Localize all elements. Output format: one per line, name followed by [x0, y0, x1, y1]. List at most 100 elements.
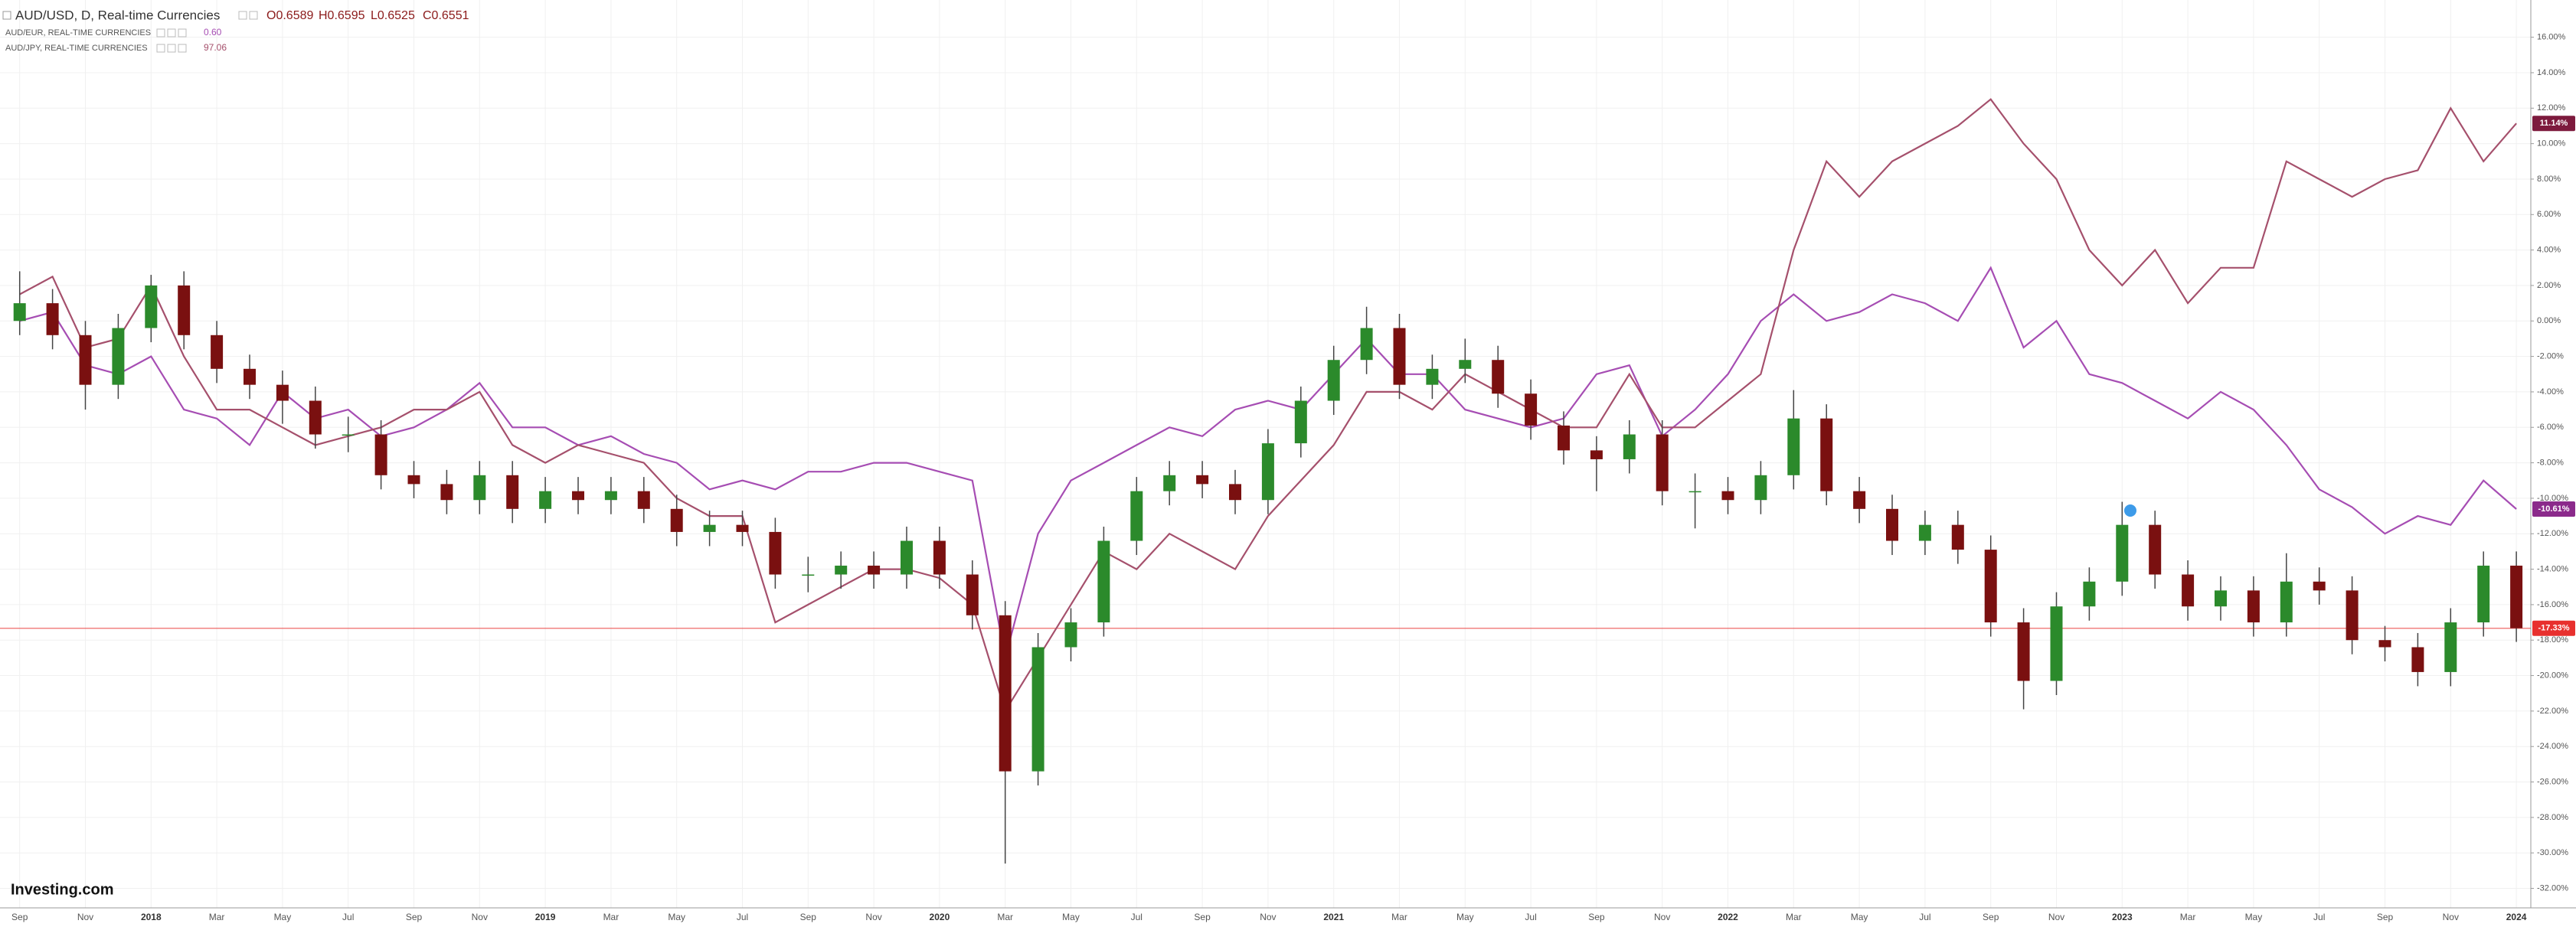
candle-body: [1426, 368, 1439, 385]
candle-body: [2050, 606, 2063, 681]
candle-body: [999, 615, 1012, 772]
x-tick-label: Mar: [209, 912, 225, 922]
candle-body: [1754, 475, 1767, 501]
candle-body: [1558, 425, 1570, 451]
event-marker[interactable]: [2124, 504, 2136, 517]
x-tick-label: Mar: [1391, 912, 1407, 922]
legend-icon: [167, 44, 176, 53]
x-tick-label: May: [1062, 912, 1080, 922]
candle-body: [1064, 622, 1077, 648]
legend-icon: [249, 11, 258, 20]
y-tick-label: -18.00%: [2537, 635, 2568, 645]
x-tick-label: May: [668, 912, 685, 922]
y-tick-label: 0.00%: [2537, 316, 2561, 325]
x-tick-label: May: [1851, 912, 1868, 922]
candle-body: [1031, 647, 1044, 772]
candle-body: [1492, 360, 1505, 394]
y-tick-label: -10.00%: [2537, 494, 2568, 503]
y-tick-label: 6.00%: [2537, 210, 2561, 219]
x-tick-label: Sep: [1983, 912, 1999, 922]
x-tick-label: Jul: [1919, 912, 1930, 922]
legend-icon: [2, 11, 11, 20]
y-tick-label: -28.00%: [2537, 813, 2568, 822]
candle-body: [1623, 434, 1636, 459]
candle-body: [244, 368, 256, 385]
candle-body: [736, 524, 749, 532]
legend-quote: 97.06: [204, 42, 227, 53]
candle-body: [2017, 622, 2030, 681]
candle-body: [1163, 475, 1176, 491]
x-tick-label: Jul: [2313, 912, 2325, 922]
candle-body: [769, 531, 782, 575]
candle-body: [1459, 360, 1472, 369]
candle-body: [933, 540, 946, 575]
candle-body: [670, 508, 683, 532]
candle-body: [1918, 524, 1931, 541]
candle-body: [211, 335, 224, 369]
last-value-label: -17.33%: [2538, 624, 2570, 633]
candle-body: [79, 335, 92, 385]
candle-body: [637, 491, 650, 509]
candle-body: [2247, 590, 2260, 623]
y-tick-label: -14.00%: [2537, 564, 2568, 573]
x-tick-label: Jul: [1131, 912, 1143, 922]
candle-body: [703, 524, 716, 532]
y-tick-label: 10.00%: [2537, 139, 2566, 149]
candle-body: [1656, 434, 1669, 491]
x-tick-label: Nov: [472, 912, 488, 922]
y-tick-label: -6.00%: [2537, 423, 2564, 432]
legend-entry[interactable]: AUD/JPY, REAL-TIME CURRENCIES: [5, 44, 148, 53]
candle-body: [1984, 550, 1997, 623]
candle-body: [1294, 400, 1307, 444]
candle-body: [2116, 524, 2129, 582]
ohlc-value: O0.6589: [266, 9, 313, 22]
candle-body: [1688, 491, 1702, 493]
candle-body: [1130, 491, 1143, 541]
candle-body: [46, 303, 59, 335]
y-tick-label: 16.00%: [2537, 33, 2566, 42]
x-tick-label: Nov: [1260, 912, 1276, 922]
candle-body: [2411, 647, 2424, 672]
y-tick-label: -30.00%: [2537, 848, 2568, 857]
last-value-box: [2532, 620, 2575, 636]
candle-body: [1951, 524, 1964, 550]
x-tick-label: Jul: [342, 912, 354, 922]
x-tick-label: Sep: [1588, 912, 1605, 922]
candle-body: [966, 574, 979, 615]
candle-body: [342, 434, 355, 436]
x-tick-label: Mar: [603, 912, 619, 922]
y-tick-label: -2.00%: [2537, 352, 2564, 361]
y-tick-label: -20.00%: [2537, 671, 2568, 680]
y-tick-label: -22.00%: [2537, 707, 2568, 716]
candle-body: [1590, 450, 1603, 459]
y-tick-label: -8.00%: [2537, 458, 2564, 467]
x-tick-label: 2023: [2112, 912, 2133, 922]
x-tick-label: 2020: [930, 912, 950, 922]
candle-body: [2477, 565, 2490, 623]
x-tick-label: 2024: [2506, 912, 2527, 922]
candle-body: [539, 491, 552, 509]
candle-body: [1886, 508, 1898, 541]
x-tick-label: Nov: [1654, 912, 1670, 922]
candle-body: [1853, 491, 1866, 509]
chart-title: AUD/USD, D, Real-time Currencies: [15, 8, 220, 22]
candle-body: [868, 565, 881, 575]
x-tick-label: Jul: [737, 912, 748, 922]
candle-body: [1393, 328, 1406, 385]
candle-body: [802, 574, 815, 576]
ohlc-value: H0.6595: [319, 9, 365, 22]
y-tick-label: -26.00%: [2537, 777, 2568, 786]
candle-body: [2346, 590, 2359, 641]
last-value-label: -10.61%: [2538, 504, 2570, 514]
x-tick-label: Nov: [2443, 912, 2459, 922]
candle-body: [2215, 590, 2227, 607]
x-tick-label: Nov: [2048, 912, 2064, 922]
candle-body: [1525, 393, 1538, 426]
legend-entry[interactable]: AUD/EUR, REAL-TIME CURRENCIES: [5, 28, 151, 38]
y-tick-label: -32.00%: [2537, 883, 2568, 893]
x-tick-label: Sep: [800, 912, 817, 922]
y-tick-label: -24.00%: [2537, 742, 2568, 751]
candle-body: [572, 491, 584, 501]
y-tick-label: -4.00%: [2537, 387, 2564, 397]
